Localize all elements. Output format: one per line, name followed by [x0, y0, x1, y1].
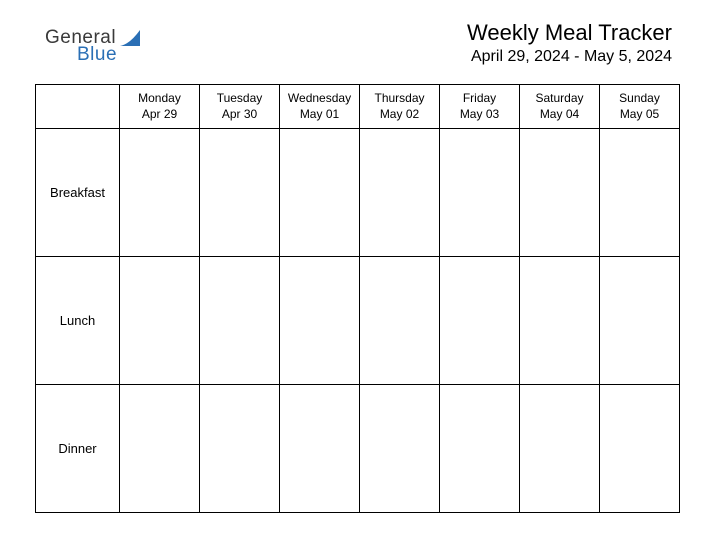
logo-text: General Blue — [45, 28, 117, 64]
header: General Blue Weekly Meal Tracker April 2… — [35, 20, 677, 66]
meal-cell — [600, 129, 680, 257]
meal-cell — [200, 257, 280, 385]
day-name: Wednesday — [282, 91, 357, 107]
meal-cell — [120, 385, 200, 513]
logo-text-bottom: Blue — [45, 45, 117, 64]
corner-cell — [36, 85, 120, 129]
meal-cell — [200, 385, 280, 513]
day-header-sat: Saturday May 04 — [520, 85, 600, 129]
header-row: Monday Apr 29 Tuesday Apr 30 Wednesday M… — [36, 85, 680, 129]
title-block: Weekly Meal Tracker April 29, 2024 - May… — [467, 20, 677, 66]
day-header-sun: Sunday May 05 — [600, 85, 680, 129]
day-name: Sunday — [602, 91, 677, 107]
meal-cell — [440, 385, 520, 513]
day-date: May 04 — [522, 107, 597, 123]
day-header-tue: Tuesday Apr 30 — [200, 85, 280, 129]
meal-cell — [280, 129, 360, 257]
logo: General Blue — [35, 20, 142, 64]
meal-cell — [360, 129, 440, 257]
day-name: Tuesday — [202, 91, 277, 107]
meal-row-breakfast: Breakfast — [36, 129, 680, 257]
day-name: Thursday — [362, 91, 437, 107]
meal-cell — [440, 257, 520, 385]
meal-tracker-table: Monday Apr 29 Tuesday Apr 30 Wednesday M… — [35, 84, 680, 513]
meal-label: Dinner — [36, 385, 120, 513]
meal-cell — [520, 129, 600, 257]
day-header-wed: Wednesday May 01 — [280, 85, 360, 129]
date-range: April 29, 2024 - May 5, 2024 — [467, 48, 672, 66]
day-name: Saturday — [522, 91, 597, 107]
meal-label: Breakfast — [36, 129, 120, 257]
page-title: Weekly Meal Tracker — [467, 20, 672, 46]
day-header-fri: Friday May 03 — [440, 85, 520, 129]
day-date: Apr 29 — [122, 107, 197, 123]
day-date: Apr 30 — [202, 107, 277, 123]
meal-row-lunch: Lunch — [36, 257, 680, 385]
day-header-mon: Monday Apr 29 — [120, 85, 200, 129]
meal-cell — [200, 129, 280, 257]
meal-cell — [280, 385, 360, 513]
meal-label: Lunch — [36, 257, 120, 385]
meal-cell — [360, 385, 440, 513]
meal-cell — [280, 257, 360, 385]
meal-cell — [360, 257, 440, 385]
day-date: May 05 — [602, 107, 677, 123]
meal-row-dinner: Dinner — [36, 385, 680, 513]
day-header-thu: Thursday May 02 — [360, 85, 440, 129]
day-date: May 03 — [442, 107, 517, 123]
meal-cell — [120, 129, 200, 257]
sail-icon — [120, 30, 142, 53]
meal-cell — [520, 385, 600, 513]
day-name: Monday — [122, 91, 197, 107]
meal-cell — [440, 129, 520, 257]
meal-cell — [520, 257, 600, 385]
day-date: May 01 — [282, 107, 357, 123]
meal-cell — [120, 257, 200, 385]
day-name: Friday — [442, 91, 517, 107]
meal-cell — [600, 385, 680, 513]
meal-cell — [600, 257, 680, 385]
day-date: May 02 — [362, 107, 437, 123]
